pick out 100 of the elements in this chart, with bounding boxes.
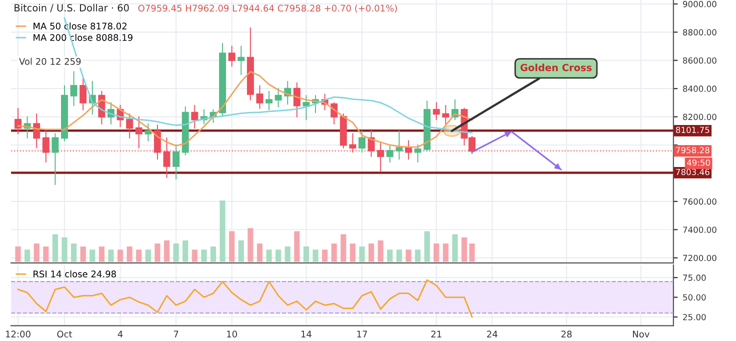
bar [52, 234, 58, 262]
candlestick [293, 82, 300, 118]
candlestick [358, 130, 366, 153]
candlestick [191, 105, 198, 129]
bar [359, 246, 365, 262]
candlestick [144, 123, 152, 142]
bar [108, 250, 114, 262]
bar [303, 246, 310, 262]
bar [452, 234, 458, 262]
x-tick-label: 10 [227, 330, 237, 338]
candlestick [135, 116, 142, 148]
bar [350, 243, 356, 262]
bar [117, 250, 124, 262]
ref-line-label: 7958.28 49:50 [676, 146, 710, 166]
x-tick-label: 21 [431, 330, 442, 338]
y-tick-label: 8200.00 [683, 114, 716, 120]
y-tick-label: 8400.00 [683, 86, 716, 92]
candlestick [442, 105, 450, 124]
bar [340, 234, 346, 262]
candlestick [414, 144, 422, 162]
bar [248, 228, 254, 262]
chart-subtitle: O7959.45 H7962.09 L7944.64 C7958.28 +0.70 (+0.01%) [138, 4, 397, 13]
candlestick [256, 85, 264, 109]
bar [276, 250, 282, 262]
bar [173, 243, 179, 262]
bar [294, 231, 300, 262]
legend-label: MA 50 close 8178.02 [34, 22, 126, 30]
candlestick [266, 90, 273, 110]
bar [424, 231, 430, 262]
candlestick [80, 76, 87, 110]
bar [210, 246, 216, 262]
bar [15, 246, 21, 262]
candlestick [432, 102, 440, 120]
bar [414, 250, 421, 262]
bar [396, 250, 402, 262]
bar [331, 243, 337, 262]
bar [442, 243, 448, 262]
bar [154, 243, 160, 262]
bar [406, 250, 412, 262]
bar [24, 250, 30, 262]
candlestick [302, 95, 310, 120]
bar [136, 250, 142, 262]
candlestick [396, 130, 403, 160]
ref-line-label: 8101.75 [676, 126, 710, 134]
x-tick-label: 17 [357, 330, 367, 338]
bar [71, 243, 77, 262]
bar [98, 246, 104, 262]
y-tick-label: 25.00 [683, 314, 706, 320]
x-tick-label: 7 [174, 330, 178, 338]
bar [126, 246, 132, 262]
bar [164, 240, 170, 262]
bar [284, 246, 290, 262]
candlestick [274, 88, 282, 108]
x-tick-label: 24 [487, 330, 498, 338]
bar [461, 237, 468, 262]
y-tick-label: 7400.00 [683, 226, 716, 233]
bar [238, 240, 244, 262]
chart-title: Bitcoin / U.S. Dollar · 60 [14, 4, 129, 12]
y-tick-label: 8600.00 [683, 57, 716, 64]
x-tick-label: 4 [118, 330, 123, 338]
bar [434, 243, 440, 262]
y-tick-label: 9000.00 [682, 0, 716, 8]
y-tick-label: 7600.00 [683, 198, 716, 205]
x-tick-label: Nov [632, 330, 650, 338]
y-tick-label: 7200.00 [683, 254, 716, 262]
y-tick-label: 8800.00 [683, 29, 716, 36]
bar [378, 240, 384, 262]
x-tick-label: Oct [57, 330, 72, 338]
annotation: Vol 20 12 259 [19, 58, 81, 65]
bar [182, 240, 188, 262]
bar [322, 250, 328, 262]
legend-label: RSI 14 close 24.98 [34, 270, 116, 278]
bar [256, 243, 263, 262]
candlestick [172, 144, 180, 180]
candlestick [70, 71, 78, 106]
candlestick [238, 46, 245, 75]
candlestick [14, 108, 22, 134]
y-tick-label: 50.00 [683, 294, 706, 301]
ref-line-label: 7803.46 [676, 168, 710, 176]
y-tick-label: 75.00 [683, 274, 706, 281]
bar [43, 246, 49, 262]
bar [80, 246, 86, 262]
candlestick [126, 113, 134, 138]
bar [368, 243, 374, 262]
x-tick-label: 14 [301, 330, 312, 338]
bar [90, 250, 96, 262]
bar [312, 250, 318, 262]
candlestick [33, 113, 40, 148]
bar [266, 250, 272, 262]
candlestick [228, 46, 236, 66]
bar [34, 243, 40, 262]
bar [62, 237, 68, 262]
bar [145, 250, 151, 262]
annotation: Golden Cross [520, 64, 592, 72]
x-tick-label: 12:00 [6, 330, 30, 338]
bar [201, 250, 207, 262]
bar [229, 231, 235, 262]
bar [387, 250, 393, 262]
bar [192, 250, 198, 262]
x-tick-label: 28 [561, 330, 572, 338]
